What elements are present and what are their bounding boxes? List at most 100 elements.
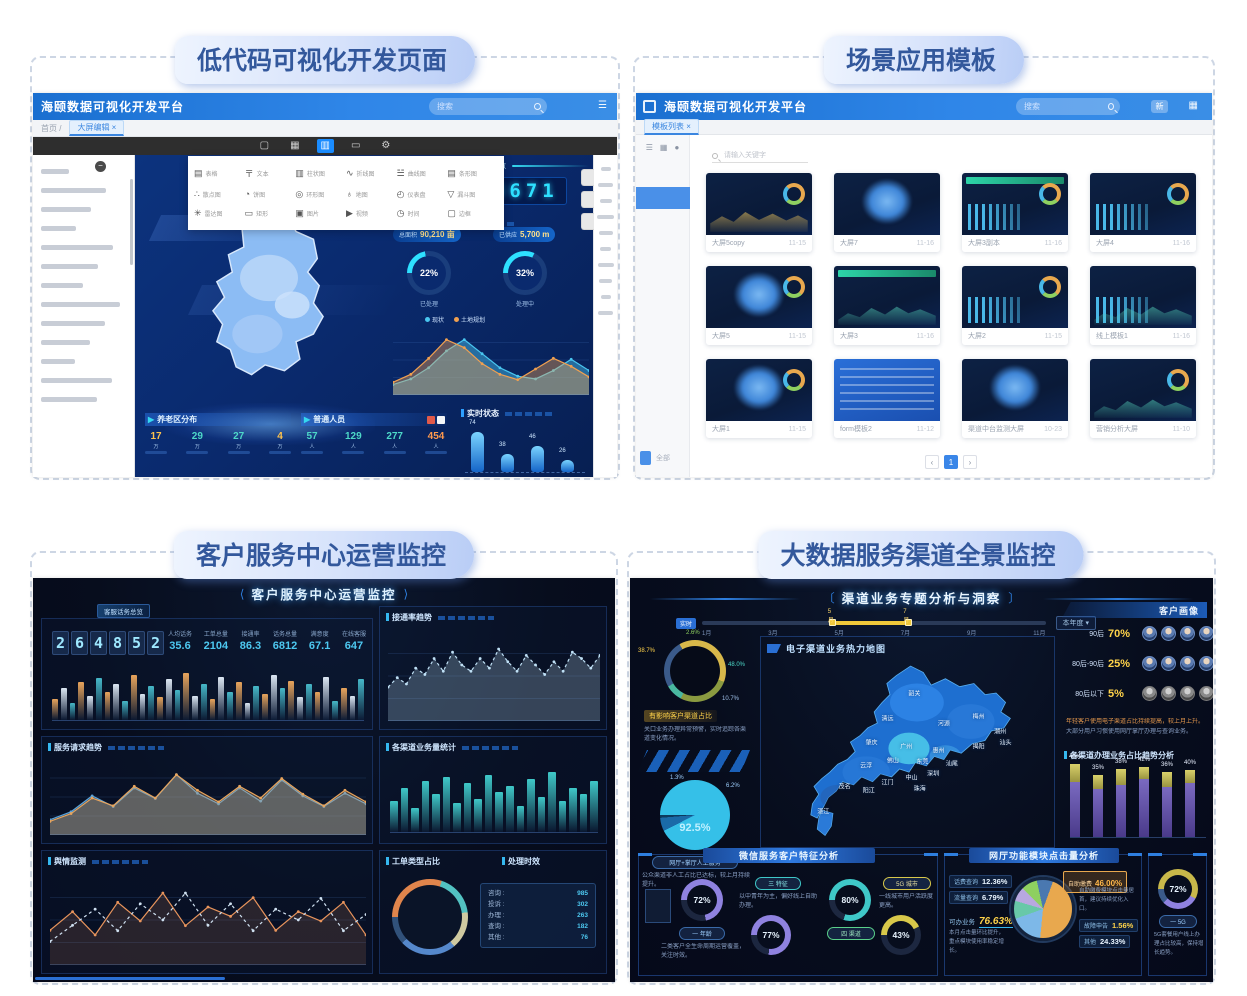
- layer-item[interactable]: [41, 207, 91, 212]
- layer-item[interactable]: [41, 397, 97, 402]
- template-card[interactable]: 线上模板1 11-16: [1090, 266, 1196, 345]
- avatar-icon: [1142, 686, 1157, 701]
- template-card[interactable]: form模板2 11-12: [834, 359, 940, 438]
- sidebar-item-active[interactable]: [636, 187, 690, 209]
- template-card[interactable]: 大屏3副本 11-16: [962, 173, 1068, 252]
- feature-pill-2[interactable]: 三 特征: [755, 877, 801, 890]
- palette-item[interactable]: ◔ 饼图: [245, 189, 296, 200]
- layer-item[interactable]: [41, 302, 120, 307]
- palette-item[interactable]: 〒文本: [245, 167, 296, 180]
- panel-tab-data[interactable]: [581, 191, 594, 208]
- slider-track[interactable]: 5月 7月 1月 3月 5月 7月 9月 11月: [702, 609, 1046, 637]
- palette-item[interactable]: ▣ 图片: [295, 208, 346, 219]
- list-icon[interactable]: ☰: [645, 143, 653, 152]
- palette-item[interactable]: ♁ 地图: [346, 189, 397, 200]
- palette-item[interactable]: ▽ 漏斗图: [447, 189, 498, 200]
- template-search[interactable]: [712, 151, 808, 163]
- layer-item[interactable]: [41, 378, 112, 383]
- layer-item[interactable]: [41, 359, 75, 364]
- heatmap-panel: 电子渠道业务热力地图 韶关 清远 河源 梅州 潮州 汕头 揭阳 汕尾 惠州 东莞 深圳 广州 佛山 中山珠…: [760, 636, 1055, 848]
- palette-item[interactable]: ▢ 边框: [447, 208, 498, 219]
- palette-item[interactable]: ∴ 散点图: [194, 189, 245, 200]
- collapse-icon[interactable]: −: [95, 161, 106, 172]
- tab-screen-edit[interactable]: 大屏编辑 ×: [69, 120, 125, 136]
- toolbar-icon-1[interactable]: ▦: [290, 140, 300, 151]
- people-stats: 57 人 129 人 277 人 454 人: [301, 431, 447, 454]
- slider-range[interactable]: [832, 621, 909, 625]
- sidebar-footer[interactable]: 全部: [640, 451, 670, 465]
- dot-icon[interactable]: ●: [674, 143, 680, 152]
- palette-item[interactable]: ☱ 曲线图: [397, 167, 448, 180]
- layer-item[interactable]: [41, 321, 105, 326]
- header-search[interactable]: [429, 98, 547, 115]
- component-icon: ▶: [346, 207, 353, 218]
- layer-item[interactable]: [41, 340, 90, 345]
- slider-handle-right[interactable]: 7月: [903, 609, 912, 626]
- palette-item[interactable]: ◷ 时间: [397, 208, 448, 219]
- donut-legend: 咨询 : 985 投诉 : 302 办理 : 263 查询 : 182 其他 : 76: [480, 883, 596, 948]
- layers-tool-icon[interactable]: [437, 415, 445, 424]
- apps-icon[interactable]: ▦: [1188, 100, 1198, 111]
- template-card[interactable]: 大屏4 11-16: [1090, 173, 1196, 252]
- palette-item[interactable]: ▶ 视频: [346, 208, 397, 219]
- template-card[interactable]: 大屏2 11-15: [962, 266, 1068, 345]
- template-card[interactable]: 大屏3 11-16: [834, 266, 940, 345]
- slider-handle-left[interactable]: 5月: [828, 609, 837, 626]
- feature-pill-4[interactable]: 5G 城市: [883, 877, 931, 890]
- template-card[interactable]: 大屏1 11-15: [706, 359, 812, 438]
- feature-pill-1[interactable]: 一 年龄: [679, 927, 725, 940]
- realtime-chip[interactable]: 实时: [676, 617, 697, 629]
- next-page-button[interactable]: ›: [963, 455, 977, 469]
- component-icon: ◷: [396, 207, 405, 218]
- layer-item[interactable]: [41, 264, 98, 269]
- layers-list: [33, 169, 134, 402]
- keyword-input[interactable]: [722, 151, 802, 160]
- bar: [463, 783, 472, 832]
- template-card[interactable]: 大屏5copy 11-15: [706, 173, 812, 252]
- template-card[interactable]: 营销分析大屏 11-10: [1090, 359, 1196, 438]
- component-icon: ▭: [244, 207, 254, 218]
- template-card[interactable]: 大屏5 11-15: [706, 266, 812, 345]
- template-card[interactable]: 渠道中台监测大屏 10-23: [962, 359, 1068, 438]
- palette-item[interactable]: ▥ 柱状图: [295, 167, 346, 180]
- palette-item[interactable]: ▤ 条形图: [447, 167, 498, 180]
- feature-pill-3[interactable]: 四 渠道: [827, 927, 875, 940]
- tab-template-list[interactable]: 模板列表 ×: [644, 119, 699, 135]
- user-icon[interactable]: ☰: [598, 100, 607, 111]
- toolbar-icon-4[interactable]: ⚙: [381, 140, 391, 151]
- template-card[interactable]: 大屏7 11-16: [834, 173, 940, 252]
- panel-tab-event[interactable]: [581, 213, 594, 230]
- page-1-button[interactable]: 1: [944, 455, 958, 469]
- panel-tab-style[interactable]: [581, 169, 594, 186]
- layer-item[interactable]: [41, 169, 69, 174]
- palette-item[interactable]: ◴ 仪表盘: [397, 189, 448, 200]
- layer-item[interactable]: [41, 188, 106, 193]
- header-search[interactable]: [1016, 98, 1120, 115]
- layer-item[interactable]: [41, 245, 113, 250]
- grid-icon[interactable]: ▦: [659, 143, 668, 152]
- prev-page-button[interactable]: ‹: [925, 455, 939, 469]
- flip-digit: 6: [71, 631, 88, 655]
- layer-item[interactable]: [41, 283, 83, 288]
- avatar-icon: [1161, 656, 1176, 671]
- channel-dashboard: 〔渠道业务专题分析与洞察〕 实时 5月 7月 1月 3月 5月 7月 9月 11月 本年度…: [630, 578, 1213, 982]
- fiveg-pill[interactable]: 一 5G: [1159, 915, 1197, 928]
- toolbar-icon-0[interactable]: ▢: [259, 140, 270, 151]
- map-tool-icon[interactable]: [427, 415, 435, 424]
- palette-item[interactable]: ▭ 矩形: [245, 208, 296, 219]
- legend-value: 302: [577, 901, 588, 908]
- palette-item[interactable]: ◎ 环形图: [295, 189, 346, 200]
- portal-stat-4: 其他 24.33%: [1079, 935, 1131, 948]
- avatar[interactable]: 新: [1151, 100, 1168, 113]
- palette-item[interactable]: ∿ 折线图: [346, 167, 397, 180]
- city-label: 揭阳: [972, 744, 985, 751]
- layer-item[interactable]: [41, 226, 76, 231]
- toolbar-icon-2[interactable]: ▥: [316, 139, 334, 153]
- palette-item[interactable]: ✳ 雷达图: [194, 208, 245, 219]
- stack-value: 38%: [1114, 759, 1128, 765]
- search-input[interactable]: [1022, 101, 1108, 112]
- palette-item[interactable]: ▤ 表格: [194, 167, 245, 180]
- layers-scrollbar[interactable]: [130, 179, 133, 265]
- search-input[interactable]: [435, 101, 521, 112]
- toolbar-icon-3[interactable]: ▭: [350, 140, 361, 151]
